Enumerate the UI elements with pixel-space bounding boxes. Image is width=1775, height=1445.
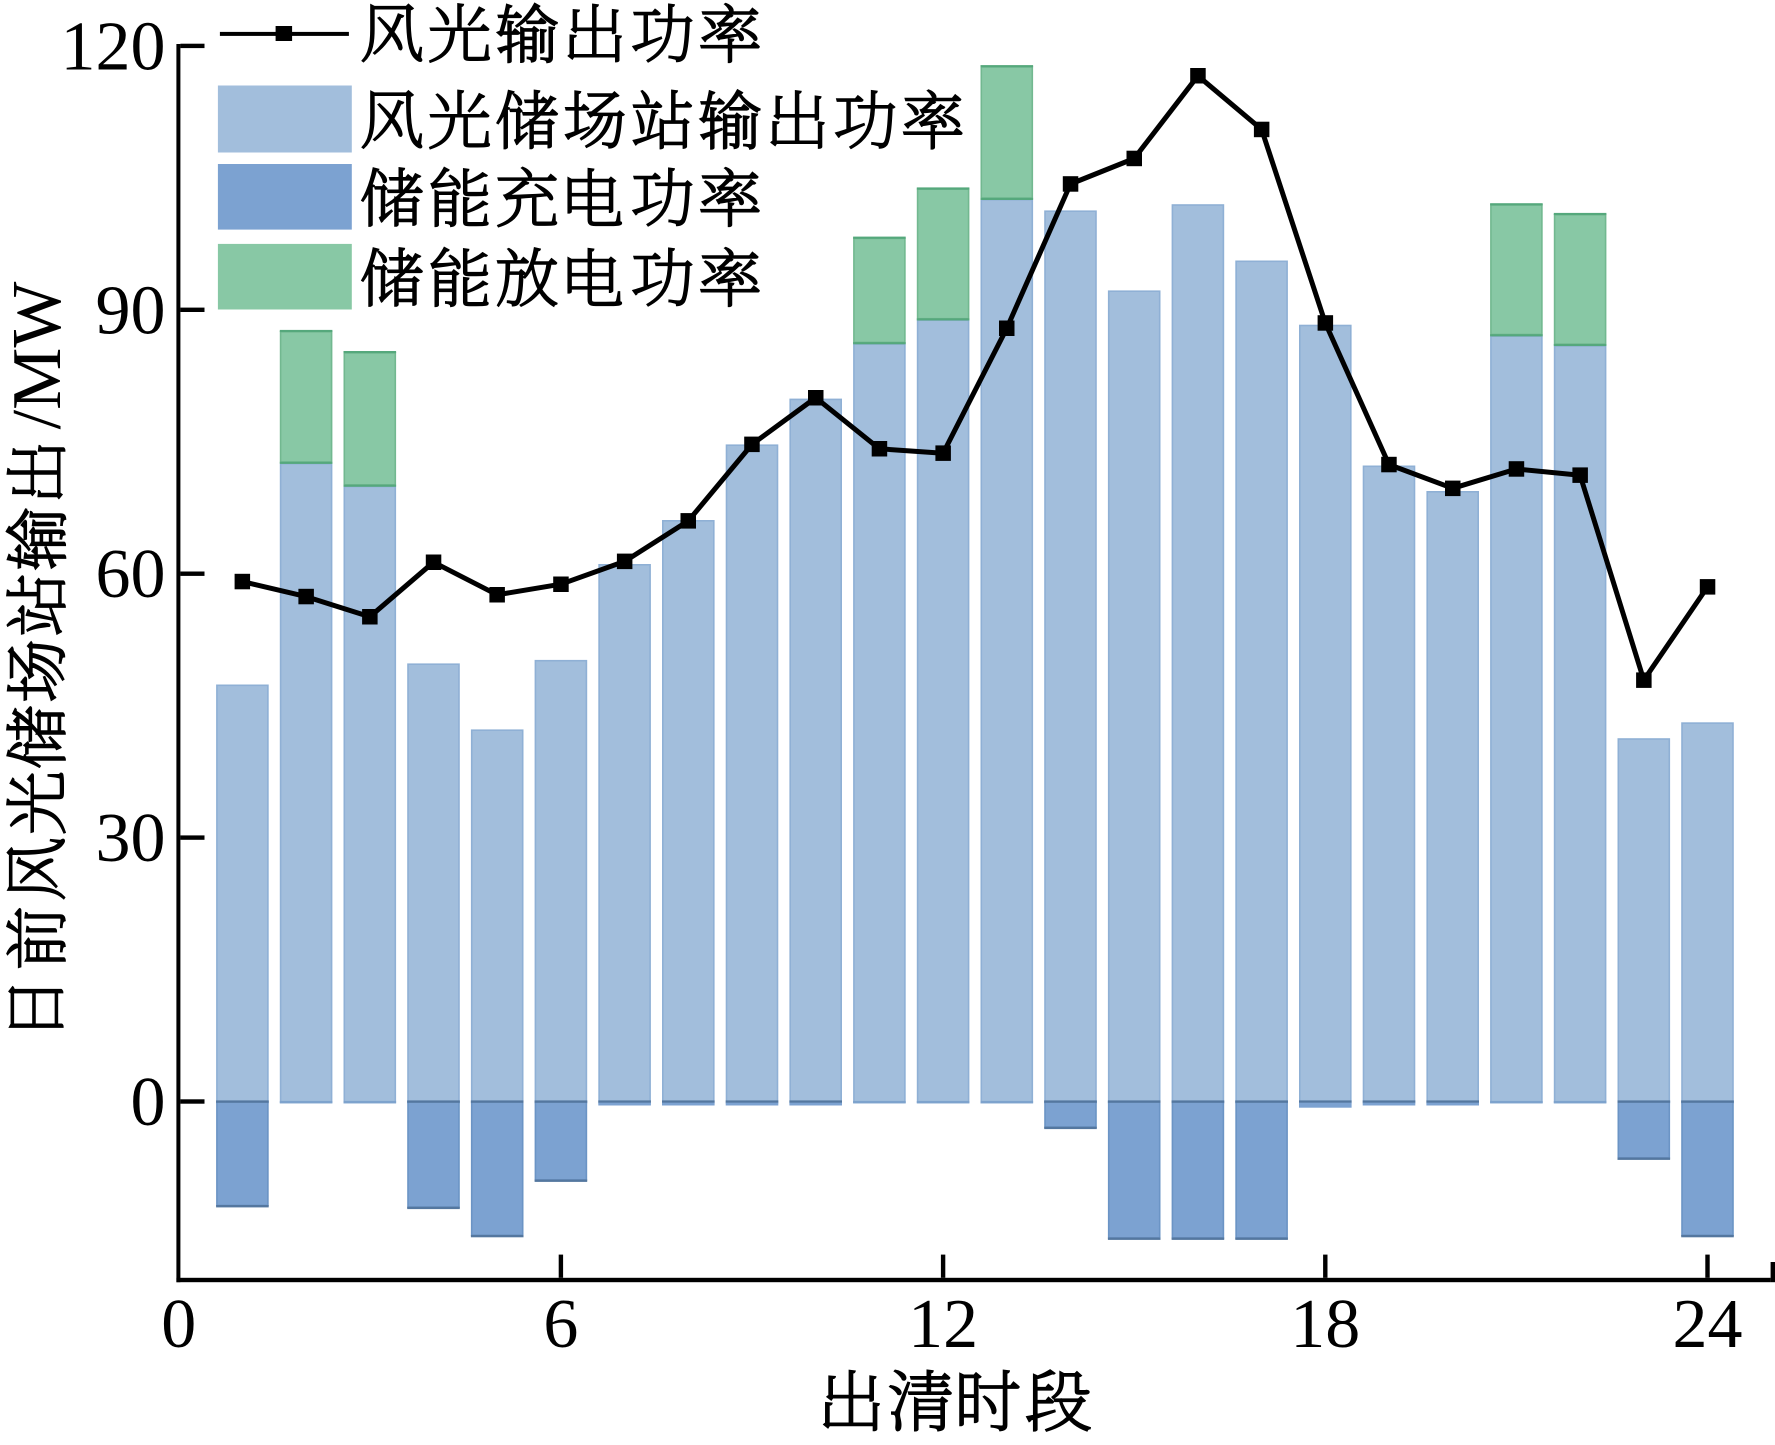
svg-text:12: 12 [908,1286,978,1363]
svg-text:120: 120 [61,8,166,85]
svg-text:30: 30 [96,800,166,877]
svg-text:90: 90 [96,272,166,349]
svg-text:6: 6 [543,1286,578,1363]
svg-text:60: 60 [96,536,166,613]
svg-text:18: 18 [1290,1286,1360,1363]
svg-text:24: 24 [1673,1286,1743,1363]
svg-text:0: 0 [161,1286,196,1363]
svg-text:/MW: /MW [0,282,76,430]
svg-text:0: 0 [131,1064,166,1141]
